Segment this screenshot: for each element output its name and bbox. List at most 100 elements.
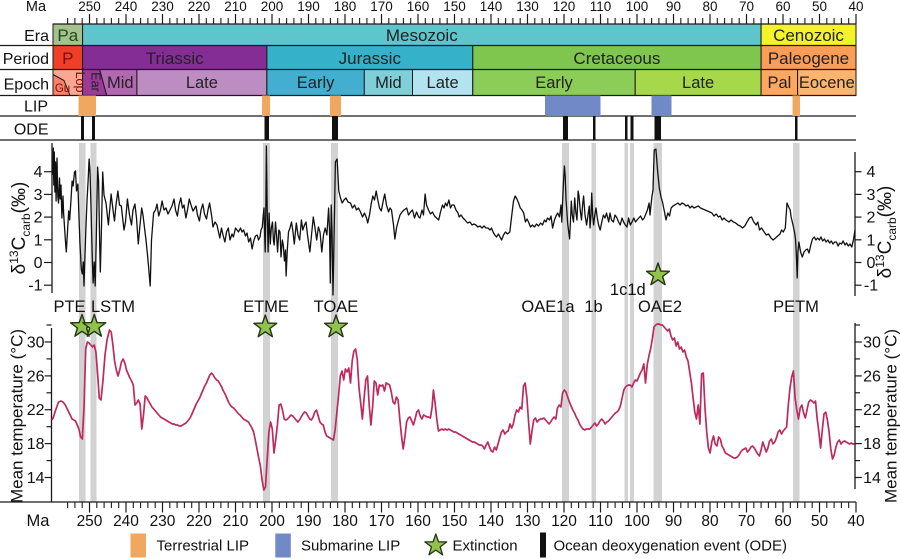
svg-text:OAE2: OAE2 <box>638 298 682 316</box>
svg-text:220: 220 <box>186 513 212 530</box>
svg-text:130: 130 <box>516 0 539 14</box>
svg-text:LSTM: LSTM <box>91 298 135 316</box>
svg-text:OAE1a: OAE1a <box>521 298 575 316</box>
svg-text:PETM: PETM <box>773 298 819 316</box>
svg-text:Eocene: Eocene <box>799 74 855 92</box>
svg-text:150: 150 <box>443 0 466 14</box>
svg-text:90: 90 <box>666 0 681 14</box>
svg-text:Extinction: Extinction <box>453 538 518 555</box>
svg-text:2: 2 <box>867 210 876 227</box>
svg-text:100: 100 <box>626 0 649 14</box>
svg-text:150: 150 <box>442 513 468 530</box>
svg-text:P: P <box>62 49 73 68</box>
svg-text:180: 180 <box>334 0 357 14</box>
svg-text:Terrestrial LIP: Terrestrial LIP <box>157 538 250 555</box>
svg-text:1b: 1b <box>584 298 602 316</box>
svg-text:18: 18 <box>27 436 45 453</box>
svg-text:PTE: PTE <box>53 298 85 316</box>
svg-text:Cretaceous: Cretaceous <box>573 49 660 68</box>
svg-text:170: 170 <box>369 513 395 530</box>
svg-text:Pal: Pal <box>767 74 791 92</box>
svg-text:80: 80 <box>702 0 717 14</box>
svg-text:Pa: Pa <box>57 26 78 45</box>
svg-text:100: 100 <box>624 513 650 530</box>
svg-text:Era: Era <box>24 28 49 45</box>
svg-text:210: 210 <box>224 0 247 14</box>
svg-text:210: 210 <box>223 513 249 530</box>
svg-text:60: 60 <box>774 513 792 530</box>
svg-text:4: 4 <box>34 164 43 181</box>
svg-text:70: 70 <box>738 513 756 530</box>
svg-text:70: 70 <box>739 0 754 14</box>
svg-text:0: 0 <box>867 255 876 272</box>
svg-text:Mean temperature (°C): Mean temperature (°C) <box>8 329 27 503</box>
svg-text:Mesozoic: Mesozoic <box>386 26 458 45</box>
svg-text:90: 90 <box>665 513 683 530</box>
svg-text:Early: Early <box>297 74 335 92</box>
svg-text:ODE: ODE <box>14 122 49 139</box>
svg-text:18: 18 <box>863 436 881 453</box>
svg-text:110: 110 <box>588 513 613 530</box>
svg-text:110: 110 <box>590 0 612 14</box>
svg-text:160: 160 <box>407 0 430 14</box>
svg-text:120: 120 <box>553 0 576 14</box>
svg-text:Period: Period <box>3 51 49 68</box>
svg-text:Mean temperature (°C): Mean temperature (°C) <box>882 329 900 503</box>
svg-text:40: 40 <box>847 513 865 530</box>
svg-text:130: 130 <box>515 513 541 530</box>
svg-text:200: 200 <box>259 513 285 530</box>
svg-text:1: 1 <box>867 232 876 249</box>
svg-text:26: 26 <box>27 368 45 385</box>
svg-text:Gu: Gu <box>55 83 70 95</box>
svg-text:140: 140 <box>480 0 503 14</box>
svg-text:140: 140 <box>478 513 504 530</box>
svg-text:3: 3 <box>34 187 43 204</box>
svg-text:170: 170 <box>370 0 393 14</box>
svg-text:Submarine LIP: Submarine LIP <box>301 538 400 555</box>
svg-text:220: 220 <box>188 0 211 14</box>
svg-text:LIP: LIP <box>24 99 48 116</box>
svg-text:230: 230 <box>150 513 176 530</box>
svg-text:Early: Early <box>535 74 573 92</box>
svg-text:0: 0 <box>34 255 43 272</box>
svg-text:-1: -1 <box>864 278 878 295</box>
svg-text:δ13Ccarb(‰): δ13Ccarb(‰) <box>873 186 899 279</box>
svg-text:TOAE: TOAE <box>314 298 359 316</box>
svg-text:60: 60 <box>775 0 790 14</box>
svg-text:190: 190 <box>296 513 322 530</box>
svg-text:3: 3 <box>867 187 876 204</box>
svg-text:Mid: Mid <box>107 74 134 92</box>
svg-text:-1: -1 <box>28 278 42 295</box>
svg-text:250: 250 <box>78 0 101 14</box>
svg-text:160: 160 <box>405 513 431 530</box>
svg-text:Late: Late <box>682 74 714 92</box>
svg-text:40: 40 <box>848 0 863 14</box>
svg-text:Epoch: Epoch <box>4 77 49 94</box>
svg-text:22: 22 <box>863 402 881 419</box>
svg-text:30: 30 <box>863 335 881 352</box>
svg-text:Triassic: Triassic <box>146 49 204 68</box>
svg-text:Late: Late <box>186 74 218 92</box>
svg-text:50: 50 <box>812 0 827 14</box>
svg-text:50: 50 <box>811 513 829 530</box>
svg-text:230: 230 <box>151 0 174 14</box>
svg-text:1c1d: 1c1d <box>610 281 646 299</box>
svg-text:22: 22 <box>27 402 45 419</box>
svg-text:Ma: Ma <box>26 0 47 15</box>
svg-text:Cenozoic: Cenozoic <box>773 26 844 45</box>
svg-text:180: 180 <box>332 513 358 530</box>
svg-text:80: 80 <box>701 513 719 530</box>
svg-text:120: 120 <box>551 513 577 530</box>
svg-text:2: 2 <box>34 210 43 227</box>
svg-text:Late: Late <box>427 74 459 92</box>
svg-text:4: 4 <box>867 164 876 181</box>
svg-text:Ma: Ma <box>27 512 51 530</box>
svg-text:ETME: ETME <box>243 298 289 316</box>
svg-text:14: 14 <box>27 470 45 487</box>
svg-text:1: 1 <box>34 232 43 249</box>
svg-text:δ13Ccarb(‰): δ13Ccarb(‰) <box>7 182 33 275</box>
svg-text:26: 26 <box>863 368 881 385</box>
svg-text:Mid: Mid <box>375 74 402 92</box>
svg-text:Ear: Ear <box>89 72 103 91</box>
svg-text:Ocean deoxygenation event (ODE: Ocean deoxygenation event (ODE) <box>554 538 787 555</box>
